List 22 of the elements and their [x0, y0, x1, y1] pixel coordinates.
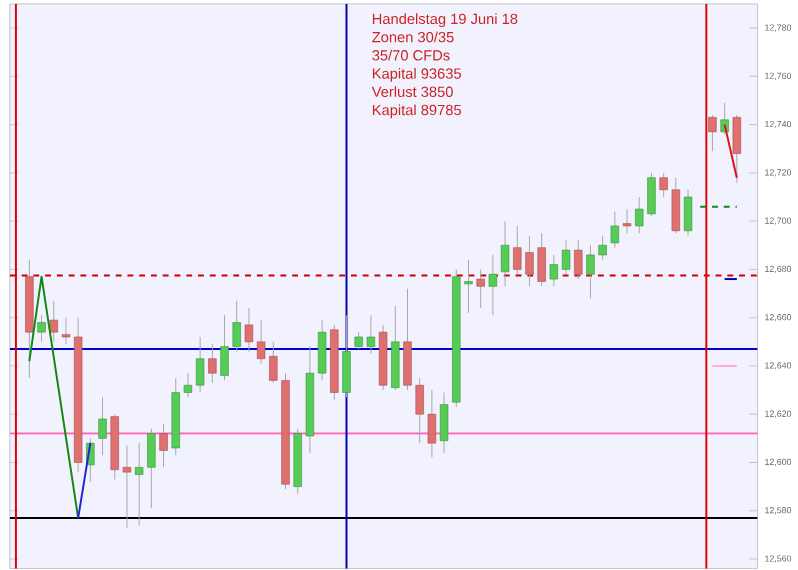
candlestick: [708, 114, 717, 153]
candlestick: [574, 240, 583, 280]
candlestick: [500, 221, 510, 288]
candlestick: [610, 211, 620, 249]
candlestick: [98, 397, 107, 457]
candlestick: [391, 305, 400, 391]
candlestick: [208, 344, 217, 384]
candlestick: [476, 269, 485, 309]
candlestick: [195, 336, 205, 394]
candlestick: [488, 254, 498, 317]
candlestick: [732, 114, 742, 184]
candlestick: [244, 307, 254, 353]
candlestick: [549, 254, 559, 288]
candlestick: [683, 189, 693, 237]
candlestick: [561, 240, 571, 276]
candlestick: [317, 320, 327, 382]
candlestick: [49, 300, 58, 343]
candlestick: [342, 315, 351, 399]
candlestick: [622, 208, 632, 235]
candlestick: [439, 392, 449, 454]
candlestick: [37, 315, 46, 343]
candlestick: [159, 423, 168, 469]
